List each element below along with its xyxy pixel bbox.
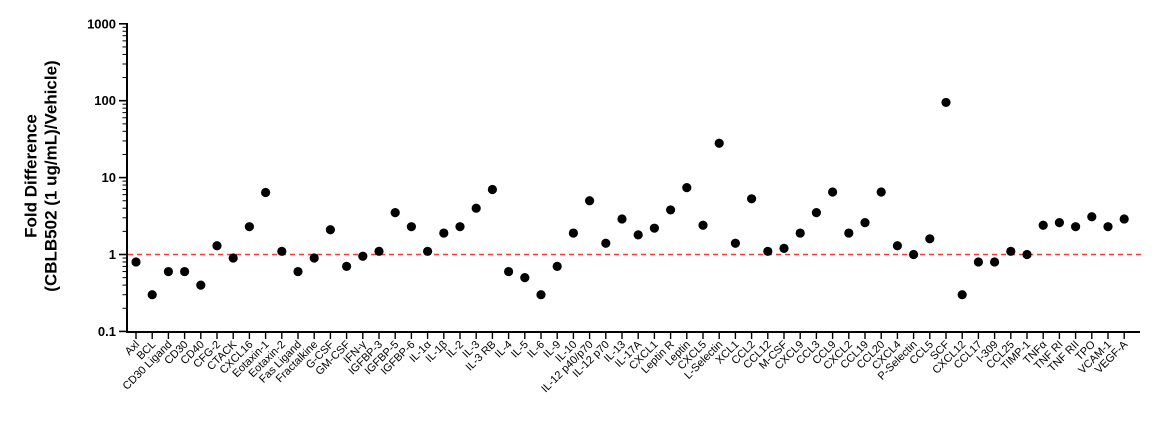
data-point bbox=[925, 234, 935, 244]
y-axis-minor-ticks bbox=[122, 26, 127, 309]
data-point bbox=[795, 228, 805, 238]
data-point bbox=[309, 253, 319, 263]
data-point bbox=[601, 238, 611, 248]
data-point bbox=[779, 243, 789, 254]
data-point bbox=[180, 266, 190, 277]
data-point bbox=[374, 246, 384, 256]
data-point bbox=[957, 290, 967, 300]
data-point bbox=[1103, 222, 1113, 232]
x-axis-ticks bbox=[135, 332, 1125, 339]
data-point bbox=[941, 97, 951, 108]
y-axis-title-line1: Fold Difference bbox=[21, 114, 41, 238]
data-point bbox=[973, 257, 984, 267]
data-point bbox=[1119, 214, 1129, 224]
data-point bbox=[876, 187, 886, 197]
data-point bbox=[892, 241, 903, 251]
data-point bbox=[487, 184, 497, 195]
y-tick-label: 100 bbox=[94, 93, 116, 108]
data-point bbox=[730, 238, 741, 248]
data-points bbox=[131, 97, 1129, 300]
data-point bbox=[682, 183, 692, 193]
data-point bbox=[196, 280, 206, 290]
data-point bbox=[1054, 217, 1064, 228]
data-point bbox=[325, 225, 335, 235]
data-point bbox=[649, 223, 660, 233]
data-point bbox=[585, 196, 595, 206]
axes bbox=[126, 23, 1140, 333]
data-point bbox=[698, 220, 708, 230]
data-point bbox=[860, 217, 870, 228]
data-point bbox=[1071, 222, 1081, 232]
data-point bbox=[228, 253, 238, 263]
data-point bbox=[423, 246, 433, 256]
y-tick-label: 1000 bbox=[87, 16, 116, 31]
y-tick-label: 0.1 bbox=[98, 324, 116, 339]
data-point bbox=[212, 241, 222, 251]
data-point bbox=[390, 208, 400, 218]
data-point bbox=[1087, 212, 1097, 222]
data-point bbox=[633, 230, 643, 240]
data-point bbox=[714, 138, 724, 148]
data-point bbox=[1038, 220, 1048, 230]
data-point bbox=[163, 266, 173, 277]
data-point bbox=[828, 187, 838, 197]
data-point bbox=[811, 208, 822, 218]
y-axis-title-line2: (CBLB502 (1 ug/mL)/Vehicle) bbox=[42, 60, 61, 292]
data-point bbox=[358, 251, 368, 261]
data-point bbox=[439, 228, 449, 238]
data-point bbox=[909, 249, 919, 260]
data-point bbox=[277, 246, 287, 256]
data-point bbox=[520, 273, 530, 283]
data-point bbox=[471, 203, 481, 213]
data-point bbox=[131, 257, 141, 267]
data-point bbox=[747, 194, 757, 204]
data-point bbox=[455, 222, 465, 232]
data-point bbox=[568, 228, 579, 238]
data-point bbox=[844, 228, 854, 238]
data-point bbox=[536, 290, 546, 300]
data-point bbox=[293, 266, 303, 277]
data-point bbox=[666, 205, 676, 215]
y-tick-label: 1 bbox=[109, 247, 116, 262]
y-axis-title: Fold Difference (CBLB502 (1 ug/mL)/Vehicl… bbox=[22, 60, 63, 291]
data-point bbox=[763, 246, 773, 256]
data-point bbox=[504, 266, 514, 277]
data-point bbox=[261, 187, 271, 198]
data-point bbox=[244, 222, 254, 232]
data-point bbox=[1022, 249, 1032, 260]
data-point bbox=[1006, 246, 1016, 256]
data-point bbox=[552, 261, 562, 272]
y-tick-label: 10 bbox=[102, 170, 116, 185]
data-point bbox=[147, 290, 157, 300]
data-point bbox=[342, 261, 352, 272]
data-point bbox=[406, 222, 416, 232]
data-point bbox=[617, 214, 627, 224]
y-axis-ticks: 0.1 1 10 100 1000 bbox=[87, 16, 127, 339]
data-point bbox=[990, 257, 1000, 267]
